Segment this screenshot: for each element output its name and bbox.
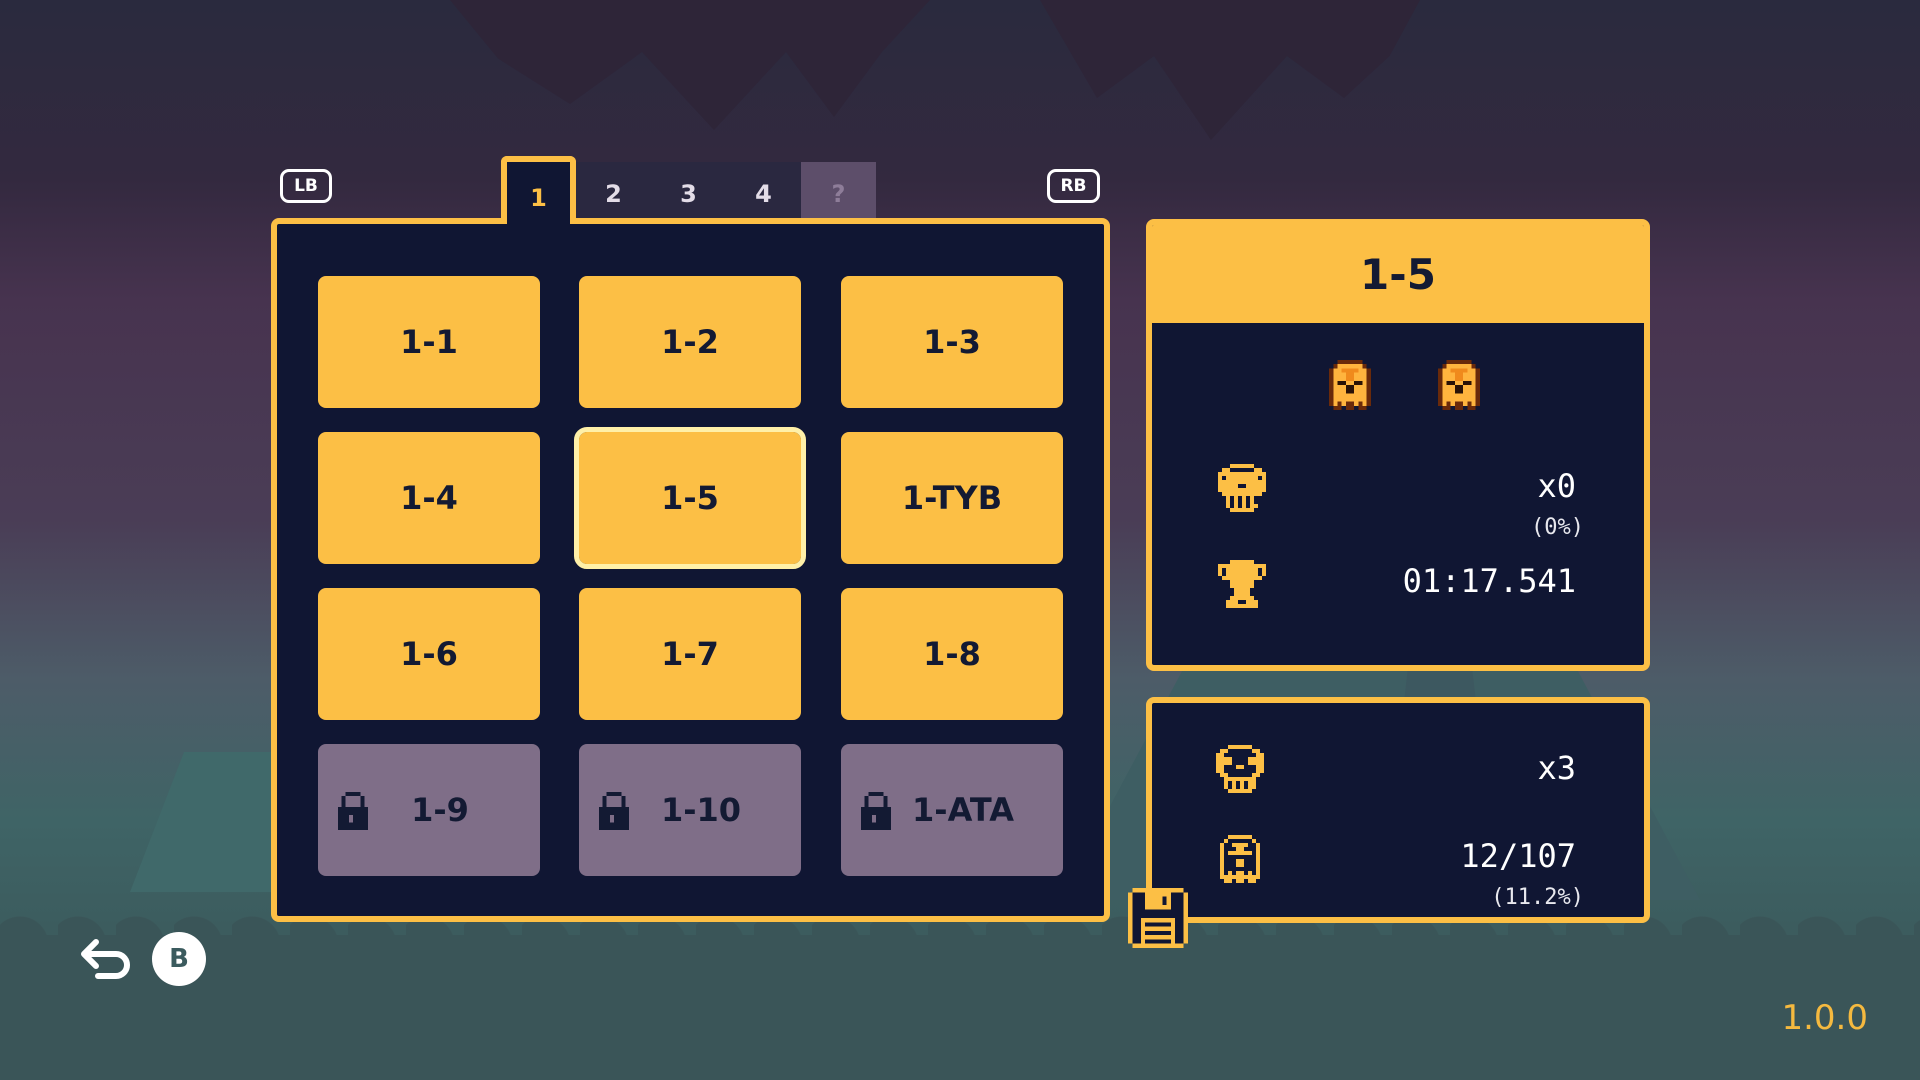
skull-icon bbox=[1218, 464, 1266, 512]
b-button[interactable]: B bbox=[152, 932, 206, 986]
level-tile-1-10[interactable]: 1-10 bbox=[579, 744, 801, 876]
stalactite-silhouette bbox=[450, 0, 930, 130]
floppy-disk-icon bbox=[1128, 888, 1188, 948]
collectibles-value: 12/107 bbox=[1460, 837, 1576, 875]
ground bbox=[0, 935, 1920, 1080]
level-label: 1-9 bbox=[411, 791, 469, 829]
rb-button[interactable]: RB bbox=[1047, 169, 1100, 203]
stalactite-silhouette bbox=[1040, 0, 1420, 140]
version-label: 1.0.0 bbox=[1781, 998, 1868, 1038]
level-detail-panel: 1-5 x0 (0%) 01:17.541 bbox=[1146, 219, 1650, 671]
tab-world-1[interactable]: 1 bbox=[501, 156, 576, 224]
back-control[interactable]: B bbox=[78, 932, 206, 986]
level-tile-1-8[interactable]: 1-8 bbox=[841, 588, 1063, 720]
level-deaths-value: x0 bbox=[1537, 467, 1576, 505]
level-select-panel: 1-1 1-2 1-3 1-4 1-5 1-TYB 1-6 1-7 1-8 1-… bbox=[271, 218, 1110, 922]
lb-button[interactable]: LB bbox=[280, 169, 332, 203]
level-label: 1-10 bbox=[660, 791, 742, 829]
back-arrow-icon bbox=[81, 939, 130, 979]
level-tile-1-tyb[interactable]: 1-TYB bbox=[841, 432, 1063, 564]
tab-world-2[interactable]: 2 bbox=[576, 162, 651, 220]
level-tile-1-2[interactable]: 1-2 bbox=[579, 276, 801, 408]
level-tile-1-7[interactable]: 1-7 bbox=[579, 588, 801, 720]
creature-outline-icon bbox=[1220, 835, 1260, 883]
level-tile-1-ata[interactable]: 1-ATA bbox=[841, 744, 1063, 876]
level-tile-1-1[interactable]: 1-1 bbox=[318, 276, 540, 408]
tab-world-4[interactable]: 4 bbox=[726, 162, 801, 220]
skull-outline-icon bbox=[1216, 745, 1264, 793]
level-detail-title: 1-5 bbox=[1152, 225, 1644, 323]
level-label: 1-ATA bbox=[912, 791, 1014, 829]
level-tile-1-3[interactable]: 1-3 bbox=[841, 276, 1063, 408]
level-deaths-percent: (0%) bbox=[1531, 515, 1584, 540]
tab-world-3[interactable]: 3 bbox=[651, 162, 726, 220]
level-tile-1-4[interactable]: 1-4 bbox=[318, 432, 540, 564]
trophy-icon bbox=[1218, 560, 1266, 608]
collectibles-percent: (11.2%) bbox=[1491, 885, 1584, 910]
level-tile-1-9[interactable]: 1-9 bbox=[318, 744, 540, 876]
creature-icon bbox=[1438, 360, 1480, 410]
level-tile-1-6[interactable]: 1-6 bbox=[318, 588, 540, 720]
level-tile-1-5[interactable]: 1-5 bbox=[574, 427, 806, 569]
best-time-value: 01:17.541 bbox=[1402, 562, 1576, 600]
total-deaths-value: x3 bbox=[1537, 749, 1576, 787]
tab-world-locked[interactable]: ? bbox=[801, 162, 876, 220]
world-totals-panel: x3 12/107 (11.2%) bbox=[1146, 697, 1650, 923]
creature-icon bbox=[1329, 360, 1371, 410]
